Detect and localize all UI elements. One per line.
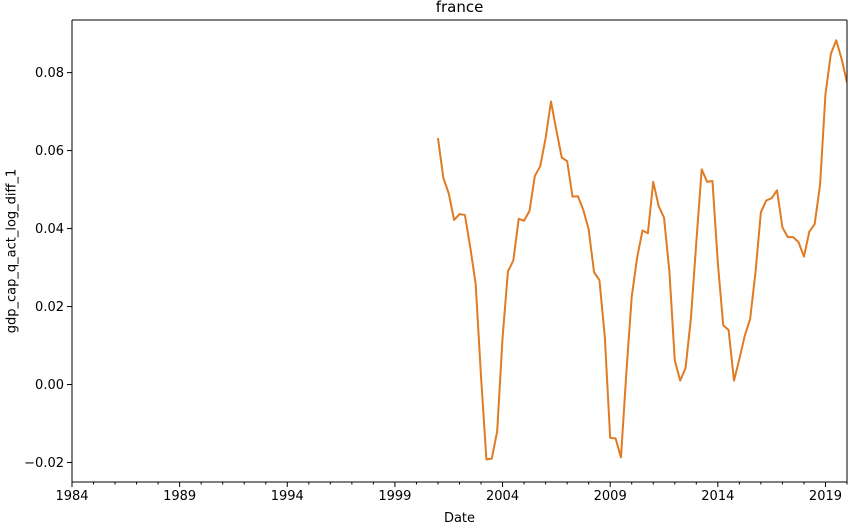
x-tick-label: 1999 <box>378 489 411 504</box>
x-axis-ticks: 1984 1989 1994 1999 2004 2009 2014 2019 <box>55 482 848 504</box>
y-axis-ticks: −0.02 0.00 0.02 0.04 0.06 0.08 <box>24 66 72 471</box>
y-axis-label: gdp_cap_q_act_log_diff_1 <box>5 169 20 334</box>
chart-title: france <box>436 0 484 16</box>
x-tick-label: 2014 <box>701 489 734 504</box>
x-axis-label: Date <box>444 511 475 525</box>
y-tick-label: 0.06 <box>35 144 64 159</box>
x-tick-label: 2009 <box>594 489 627 504</box>
x-tick-label: 2019 <box>809 489 842 504</box>
y-tick-label: 0.04 <box>35 222 64 237</box>
x-tick-label: 1994 <box>271 489 304 504</box>
plot-area <box>71 19 848 483</box>
y-tick-label: 0.00 <box>35 378 64 393</box>
y-tick-label: −0.02 <box>24 456 64 471</box>
x-tick-label: 1989 <box>163 489 196 504</box>
y-tick-label: 0.02 <box>35 300 64 315</box>
x-tick-label: 1984 <box>55 489 88 504</box>
y-tick-label: 0.08 <box>35 66 64 81</box>
x-tick-label: 2004 <box>486 489 519 504</box>
series-line-0 <box>436 39 847 461</box>
